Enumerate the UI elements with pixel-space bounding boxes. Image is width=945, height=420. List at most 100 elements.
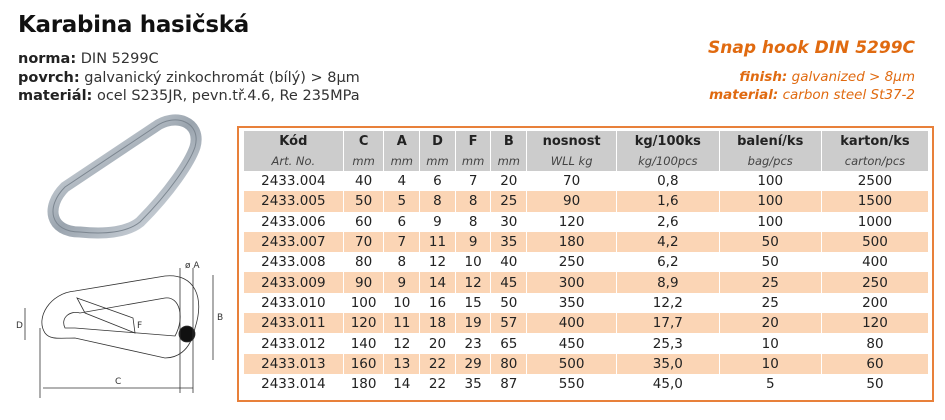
table-cell: 200 (820, 292, 928, 314)
label-b: B (217, 313, 223, 323)
table-row: 2433.010 100 10 16 15 50 350 12,2 25 200 (243, 292, 928, 314)
table-cell: 8 (419, 191, 456, 212)
table-cell: 8 (454, 191, 491, 212)
table-cell: 10 (454, 252, 491, 273)
table-cell: 12,2 (616, 292, 720, 314)
table-cell: 10 (718, 353, 822, 374)
table-cell: 50 (490, 292, 527, 314)
subheader-row: Art. No. mm mm mm mm mm WLL kg kg/100pcs bag/pcs… (243, 151, 928, 171)
table-cell: 60 (820, 353, 928, 374)
table-cell: 22 (419, 353, 456, 374)
table-cell: 25 (490, 191, 527, 212)
table-cell: 7 (383, 231, 420, 253)
table-cell: 14 (419, 272, 456, 293)
table-cell: 180 (342, 373, 384, 395)
table-cell: 160 (342, 353, 384, 374)
table-cell: 7 (454, 171, 491, 192)
column-subheader: WLL kg (526, 151, 617, 171)
table-row: 2433.006 60 6 9 8 30 120 2,6 100 1000 (243, 211, 928, 232)
table-cell: 300 (526, 272, 617, 293)
table-cell: 30 (490, 211, 527, 232)
table-cell: 180 (526, 231, 617, 253)
table-cell: 100 (718, 171, 822, 192)
table-cell: 50 (820, 373, 928, 395)
table-cell: 2433.006 (243, 211, 344, 232)
column-subheader: mm (342, 151, 384, 171)
table-row: 2433.004 40 4 6 7 20 70 0,8 100 2500 (243, 171, 928, 192)
table-cell: 90 (342, 272, 384, 293)
column-subheader: kg/100pcs (616, 151, 720, 171)
specs-cz: norma: DIN 5299C povrch: galvanický zink… (18, 50, 360, 106)
label-d: D (16, 321, 23, 331)
table-cell: 6 (383, 211, 420, 232)
table-cell: 60 (342, 211, 384, 232)
table-row: 2433.011 120 11 18 19 57 400 17,7 20 120 (243, 313, 928, 334)
table-cell: 8 (454, 211, 491, 232)
table-cell: 100 (718, 191, 822, 212)
column-subheader: carton/pcs (820, 151, 928, 171)
table-cell: 50 (342, 191, 384, 212)
table-cell: 6,2 (616, 252, 720, 273)
table-cell: 70 (342, 231, 384, 253)
table-row: 2433.008 80 8 12 10 40 250 6,2 50 400 (243, 252, 928, 273)
table-cell: 120 (526, 211, 617, 232)
table-cell: 10 (718, 333, 822, 354)
snap-hook-photo (47, 114, 202, 239)
table-cell: 80 (820, 333, 928, 354)
label-a: ø A (185, 261, 200, 271)
table-cell: 250 (820, 272, 928, 293)
table-cell: 17,7 (616, 313, 720, 334)
table-cell: 9 (419, 211, 456, 232)
table-cell: 120 (820, 313, 928, 334)
table-cell: 80 (490, 353, 527, 374)
dimension-diagram: ø A B C D F (16, 261, 223, 398)
table-cell: 12 (383, 333, 420, 354)
table-cell: 20 (718, 313, 822, 334)
table-cell: 2433.007 (243, 231, 344, 253)
table-cell: 50 (718, 252, 822, 273)
table-cell: 5 (383, 191, 420, 212)
table-cell: 400 (820, 252, 928, 273)
table-cell: 20 (419, 333, 456, 354)
table-row: 2433.009 90 9 14 12 45 300 8,9 25 250 (243, 272, 928, 293)
table-row: 2433.007 70 7 11 9 35 180 4,2 50 500 (243, 231, 928, 253)
table-cell: 29 (454, 353, 491, 374)
table-cell: 4,2 (616, 231, 720, 253)
table-cell: 450 (526, 333, 617, 354)
table-cell: 2433.012 (243, 333, 344, 354)
column-subheader: bag/pcs (718, 151, 822, 171)
spec-material-en: material: carbon steel St37-2 (709, 87, 915, 103)
table-cell: 18 (419, 313, 456, 334)
table-cell: 6 (419, 171, 456, 192)
specs-en-heading: Snap hook DIN 5299C (708, 38, 915, 58)
column-header: D (419, 131, 456, 151)
table-row: 2433.012 140 12 20 23 65 450 25,3 10 80 (243, 333, 928, 354)
table-cell: 45 (490, 272, 527, 293)
table-cell: 12 (454, 272, 491, 293)
table-cell: 13 (383, 353, 420, 374)
table-cell: 120 (342, 313, 384, 334)
table-cell: 2500 (820, 171, 928, 192)
spec-norma: norma: DIN 5299C (18, 51, 159, 67)
table-cell: 16 (419, 292, 456, 314)
table-cell: 45,0 (616, 373, 720, 395)
table-cell: 140 (342, 333, 384, 354)
table-cell: 90 (526, 191, 617, 212)
table-cell: 550 (526, 373, 617, 395)
table-cell: 1500 (820, 191, 928, 212)
table-cell: 19 (454, 313, 491, 334)
table-cell: 0,8 (616, 171, 720, 192)
table-cell: 25 (718, 292, 822, 314)
table-cell: 400 (526, 313, 617, 334)
specs-en: Snap hook DIN 5299C finish: galvanized >… (708, 38, 915, 104)
spec-povrch: povrch: galvanický zinkochromát (bílý) >… (18, 69, 360, 86)
table-cell: 2433.013 (243, 353, 344, 374)
table-cell: 20 (490, 171, 527, 192)
table-cell: 35 (490, 231, 527, 253)
table-cell: 11 (383, 313, 420, 334)
column-header: A (383, 131, 420, 151)
table-row: 2433.014 180 14 22 35 87 550 45,0 5 50 (243, 373, 928, 395)
column-header: C (342, 131, 384, 151)
table-cell: 25 (718, 272, 822, 293)
